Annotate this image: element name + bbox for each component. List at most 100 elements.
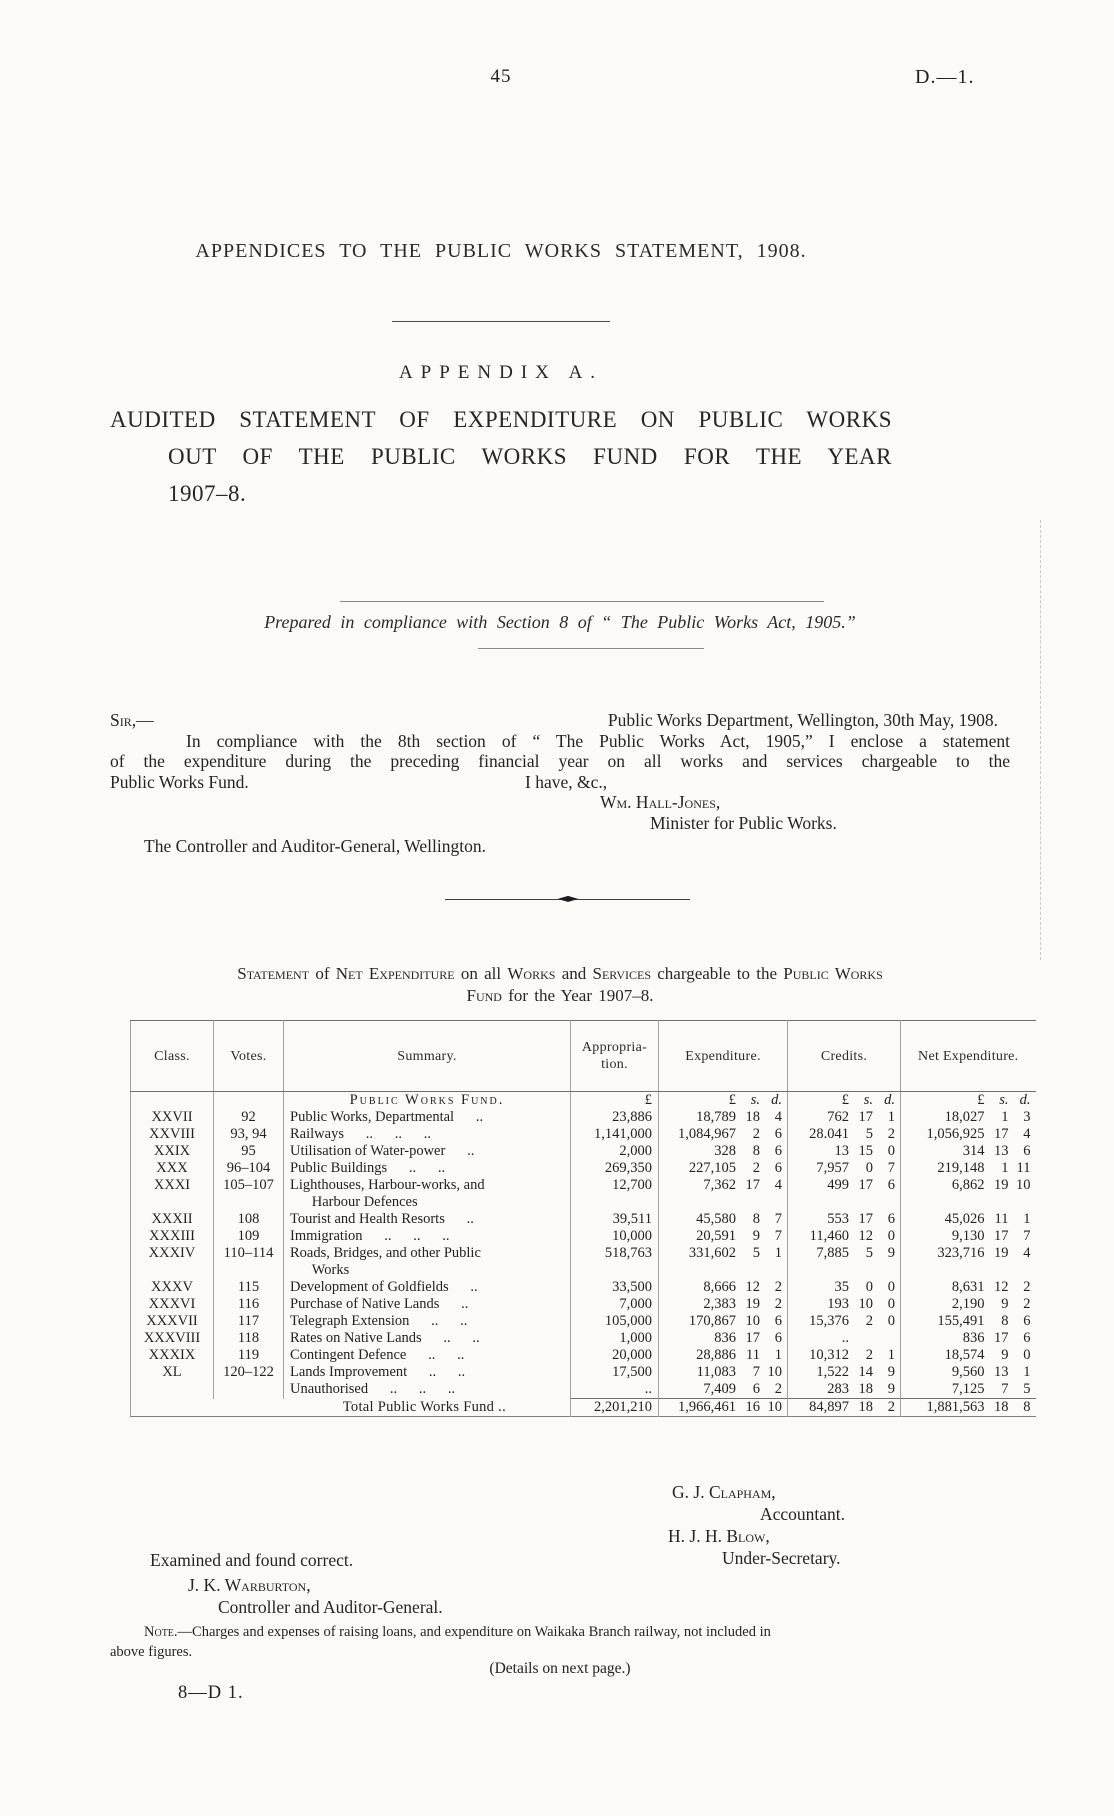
cell-votes: 92 <box>213 1109 284 1126</box>
cell-summary: Contingent Defence .. .. <box>283 1347 571 1364</box>
money-value: 1,522 14 9 <box>816 1364 895 1380</box>
cell-votes: 95 <box>213 1143 284 1160</box>
money-value: 7,885 5 9 <box>816 1245 895 1261</box>
cell-class: XXXIV <box>148 1245 196 1261</box>
caption-segment: Works <box>507 964 556 983</box>
cell-expenditure: 7,409 6 2 <box>658 1381 788 1399</box>
cell-appropriation: 17,500 <box>570 1364 659 1381</box>
cell-class: XXVIII <box>149 1126 195 1142</box>
cell-credits: 7,885 5 9 <box>787 1245 901 1279</box>
cell-votes: 110–114 <box>213 1245 284 1279</box>
details-next-page-line: (Details on next page.) <box>489 1660 631 1677</box>
cell-class: XXXIII <box>149 1228 195 1244</box>
accountant-title: Accountant. <box>760 1504 846 1524</box>
table-caption-line2: Fund for the Year 1907–8. <box>60 985 1060 1007</box>
table-caption: Statement of Net Expenditure on all Work… <box>60 963 1060 1007</box>
cell-net: 6,862 19 10 <box>900 1177 1036 1211</box>
total-label: Total Public Works Fund .. <box>342 1398 506 1415</box>
money-value: 7,957 0 7 <box>816 1160 895 1176</box>
minister-signature-title: Minister for Public Works. <box>650 812 837 833</box>
money-value: 10,312 2 1 <box>809 1347 895 1363</box>
cell-appropriation: 39,511 <box>570 1211 659 1228</box>
cell-net: 155,491 8 6 <box>900 1313 1036 1330</box>
money-value: 28,886 11 1 <box>696 1347 782 1363</box>
table-row: XXX 96–104 Public Buildings .. .. 269,350 22… <box>131 1160 1036 1177</box>
money-value: 227,105 2 6 <box>688 1160 782 1176</box>
cell-class: XL <box>162 1364 182 1380</box>
cell-expenditure: 45,580 8 7 <box>658 1211 788 1228</box>
cell-appropriation: 12,700 <box>570 1177 659 1211</box>
cell-votes: 116 <box>213 1296 284 1313</box>
table-row: XXVIII 93, 94 Railways .. .. .. 1,141,000 1,… <box>131 1126 1036 1143</box>
money-value: 20,591 9 7 <box>696 1228 782 1244</box>
footnote-segment: —Charges and expenses of raising loans, … <box>177 1624 771 1640</box>
money-value: 499 17 6 <box>827 1177 895 1193</box>
money-value: 762 17 1 <box>827 1109 895 1125</box>
column-header: Class. <box>130 1020 214 1092</box>
letter-dateline: Public Works Department, Wellington, 30t… <box>607 710 998 730</box>
table-row: XXXVII 117 Telegraph Extension .. .. 105,00… <box>131 1313 1036 1330</box>
letter-body-last-row: Public Works Fund. I have, &c., <box>110 772 1010 793</box>
money-value: 84,897 18 2 <box>809 1399 895 1415</box>
money-value: 9,560 13 1 <box>951 1364 1031 1380</box>
table-header-row: Class. Votes. Summary. Appropria-tion. Expen… <box>130 1020 1036 1092</box>
cell-appropriation: 2,000 <box>570 1143 659 1160</box>
money-value: 7,125 7 5 <box>951 1381 1031 1397</box>
caption-segment: Public Works <box>783 964 883 983</box>
audited-title-line: OUT OF THE PUBLIC WORKS FUND FOR THE YEA… <box>168 444 892 469</box>
column-header: Summary. <box>283 1020 571 1092</box>
cell-credits: 193 10 0 <box>787 1296 901 1313</box>
money-value: 15,376 2 0 <box>809 1313 895 1329</box>
cell-net: 1,056,925 17 4 <box>900 1126 1036 1143</box>
money-value: 7,362 17 4 <box>703 1177 782 1193</box>
column-header: Net Expenditure. <box>900 1020 1036 1092</box>
cell-credits: 499 17 6 <box>787 1177 901 1211</box>
total-net: 1,881,563 18 8 <box>900 1398 1036 1417</box>
letter-body-line: Public Works Fund. <box>110 771 249 792</box>
units-row: Public Works Fund. £ £ s. d. £ s. d. £ s. d. <box>131 1091 1036 1109</box>
cell-expenditure: 18,789 18 4 <box>658 1109 788 1126</box>
cell-votes: 108 <box>213 1211 284 1228</box>
auditor-name: J. K. Warburton, <box>188 1575 311 1595</box>
table-row: XXXVI 116 Purchase of Native Lands .. 7,000… <box>131 1296 1036 1313</box>
cell-summary: Roads, Bridges, and other Public Works <box>283 1245 571 1279</box>
printer-imprint: 8—D 1. <box>178 1683 244 1703</box>
cell-class: XXVII <box>151 1109 193 1125</box>
cell-class: XXXII <box>151 1211 193 1227</box>
salutation: Sir,— <box>110 710 154 730</box>
cell-summary: Public Works, Departmental .. <box>283 1109 571 1126</box>
caption-segment: chargeable to the <box>651 964 784 983</box>
cell-net: 323,716 19 4 <box>900 1245 1036 1279</box>
cell-expenditure: 328 8 6 <box>658 1143 788 1160</box>
caption-segment: on all <box>454 964 508 983</box>
cell-appropriation: .. <box>570 1381 659 1399</box>
cell-net: 2,190 9 2 <box>900 1296 1036 1313</box>
undersecretary-name: H. J. H. Blow, <box>668 1526 770 1546</box>
table-row: XXIX 95 Utilisation of Water-power .. 2,000… <box>131 1143 1036 1160</box>
cell-class: XXXV <box>151 1279 193 1295</box>
total-appropriation: 2,201,210 <box>570 1398 659 1417</box>
letter-body-line: In compliance with the 8th section of “ … <box>186 730 1010 751</box>
column-header: Expenditure. <box>658 1020 788 1092</box>
cell-net: 45,026 11 1 <box>900 1211 1036 1228</box>
caption-segment: Services <box>592 964 652 983</box>
cell-class: XXXVII <box>146 1313 198 1329</box>
caption-segment: and <box>555 964 593 983</box>
cell-credits: 1,522 14 9 <box>787 1364 901 1381</box>
money-value: 553 17 6 <box>827 1211 895 1227</box>
statement-table: Class. Votes. Summary. Appropria-tion. Expen… <box>130 1020 1036 1417</box>
footnote-segment: Note. <box>144 1624 178 1640</box>
cell-net: 836 17 6 <box>900 1330 1036 1347</box>
table-row: XXXI 105–107 Lighthouses, Harbour-works, a… <box>131 1177 1036 1211</box>
money-value: 13 15 0 <box>834 1143 896 1159</box>
money-value: 6,862 19 10 <box>951 1177 1031 1193</box>
money-value: £ s. d. <box>728 1092 782 1108</box>
cell-appropriation: 1,000 <box>570 1330 659 1347</box>
table-row: XXVII 92 Public Works, Departmental .. 23,8… <box>131 1109 1036 1126</box>
cell-credits: 762 17 1 <box>787 1109 901 1126</box>
cell-summary: Unauthorised .. .. .. <box>283 1381 571 1399</box>
money-value: 836 17 6 <box>962 1330 1031 1346</box>
cell-summary: Railways .. .. .. <box>283 1126 571 1143</box>
table-row: Unauthorised .. .. .... 7,409 6 2 283 18 9 7,12… <box>131 1381 1036 1399</box>
cell-class: XXXI <box>153 1177 191 1193</box>
